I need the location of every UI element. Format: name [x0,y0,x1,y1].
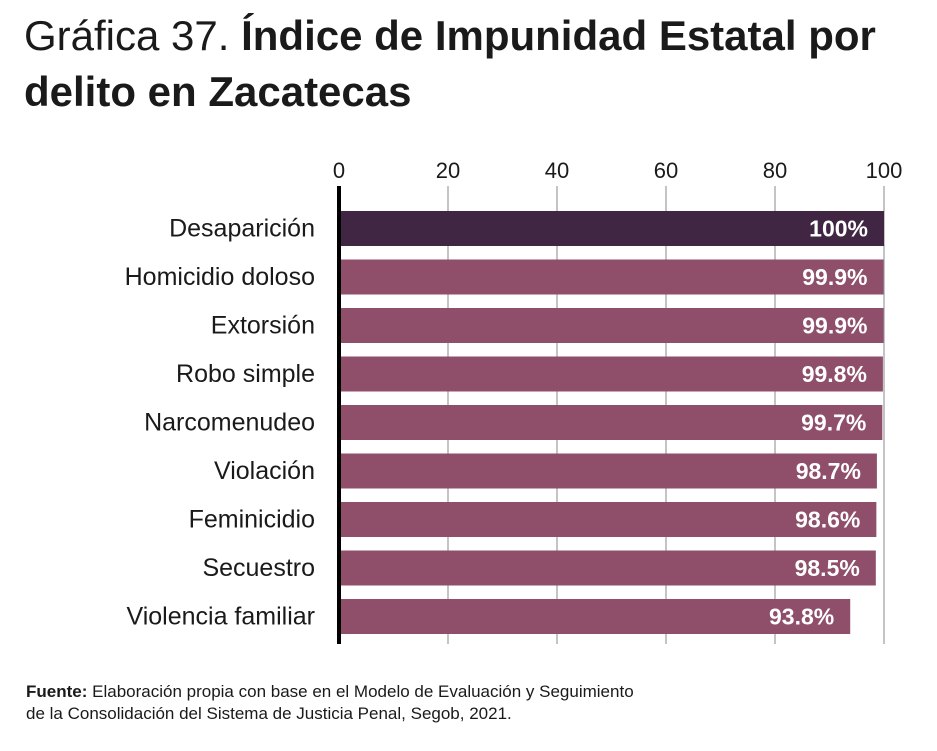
category-label: Violencia familiar [126,603,315,631]
bar [339,453,877,489]
chart-title-prefix: Gráfica 37. [24,12,230,59]
x-tick-label: 0 [333,158,345,183]
bar [339,502,877,537]
data-label: 99.7% [801,410,866,436]
data-labels: 100% 99.9% 99.9% 99.8% 99.7% 98.7% 98.6% 98.5% 9… [769,216,868,630]
chart-title: Gráfica 37. Índice de Impunidad Estatal … [24,8,924,120]
data-label: 99.8% [802,361,867,387]
bar [339,550,876,586]
bars [339,211,884,634]
category-labels: Desaparición Homicidio doloso Extorsión Rob… [125,215,315,631]
category-label: Homicidio doloso [125,263,315,291]
data-label: 93.8% [769,604,834,630]
category-label: Desaparición [169,215,315,243]
category-label: Extorsión [211,312,315,340]
x-tick-label: 40 [545,158,569,183]
data-label: 98.6% [795,507,860,533]
source-label: Fuente: [26,682,88,701]
category-label: Violación [214,457,315,485]
category-label: Robo simple [176,360,315,388]
bar [339,211,884,246]
x-tick-label: 20 [436,158,460,183]
data-label: 98.7% [796,458,861,484]
source-line-1: Fuente: Elaboración propia con base en e… [26,681,906,703]
bar [339,308,884,343]
x-axis-ticks: 0 20 40 60 80 100 [333,158,902,183]
x-tick-label: 60 [654,158,678,183]
bar [339,405,883,440]
category-label: Feminicidio [189,506,315,534]
bar [339,599,851,634]
bar [339,356,883,392]
data-label: 100% [809,216,868,242]
bar-chart: 0 20 40 60 80 100 Desaparición Homicidio dolos… [125,158,902,644]
chart-title-main: Índice de Impunidad Estatal por delito e… [24,12,876,115]
x-tick-label: 100 [866,158,903,183]
source-text-1: Elaboración propia con base en el Modelo… [92,682,634,701]
data-label: 99.9% [802,264,867,290]
data-label: 99.9% [802,313,867,339]
data-label: 98.5% [795,555,860,581]
source-text-2: de la Consolidación del Sistema de Justi… [26,704,512,723]
category-label: Narcomenudeo [144,409,315,437]
source-note: Fuente: Elaboración propia con base en e… [26,681,906,725]
x-tick-label: 80 [763,158,787,183]
category-label: Secuestro [202,554,315,582]
bar [339,259,884,295]
